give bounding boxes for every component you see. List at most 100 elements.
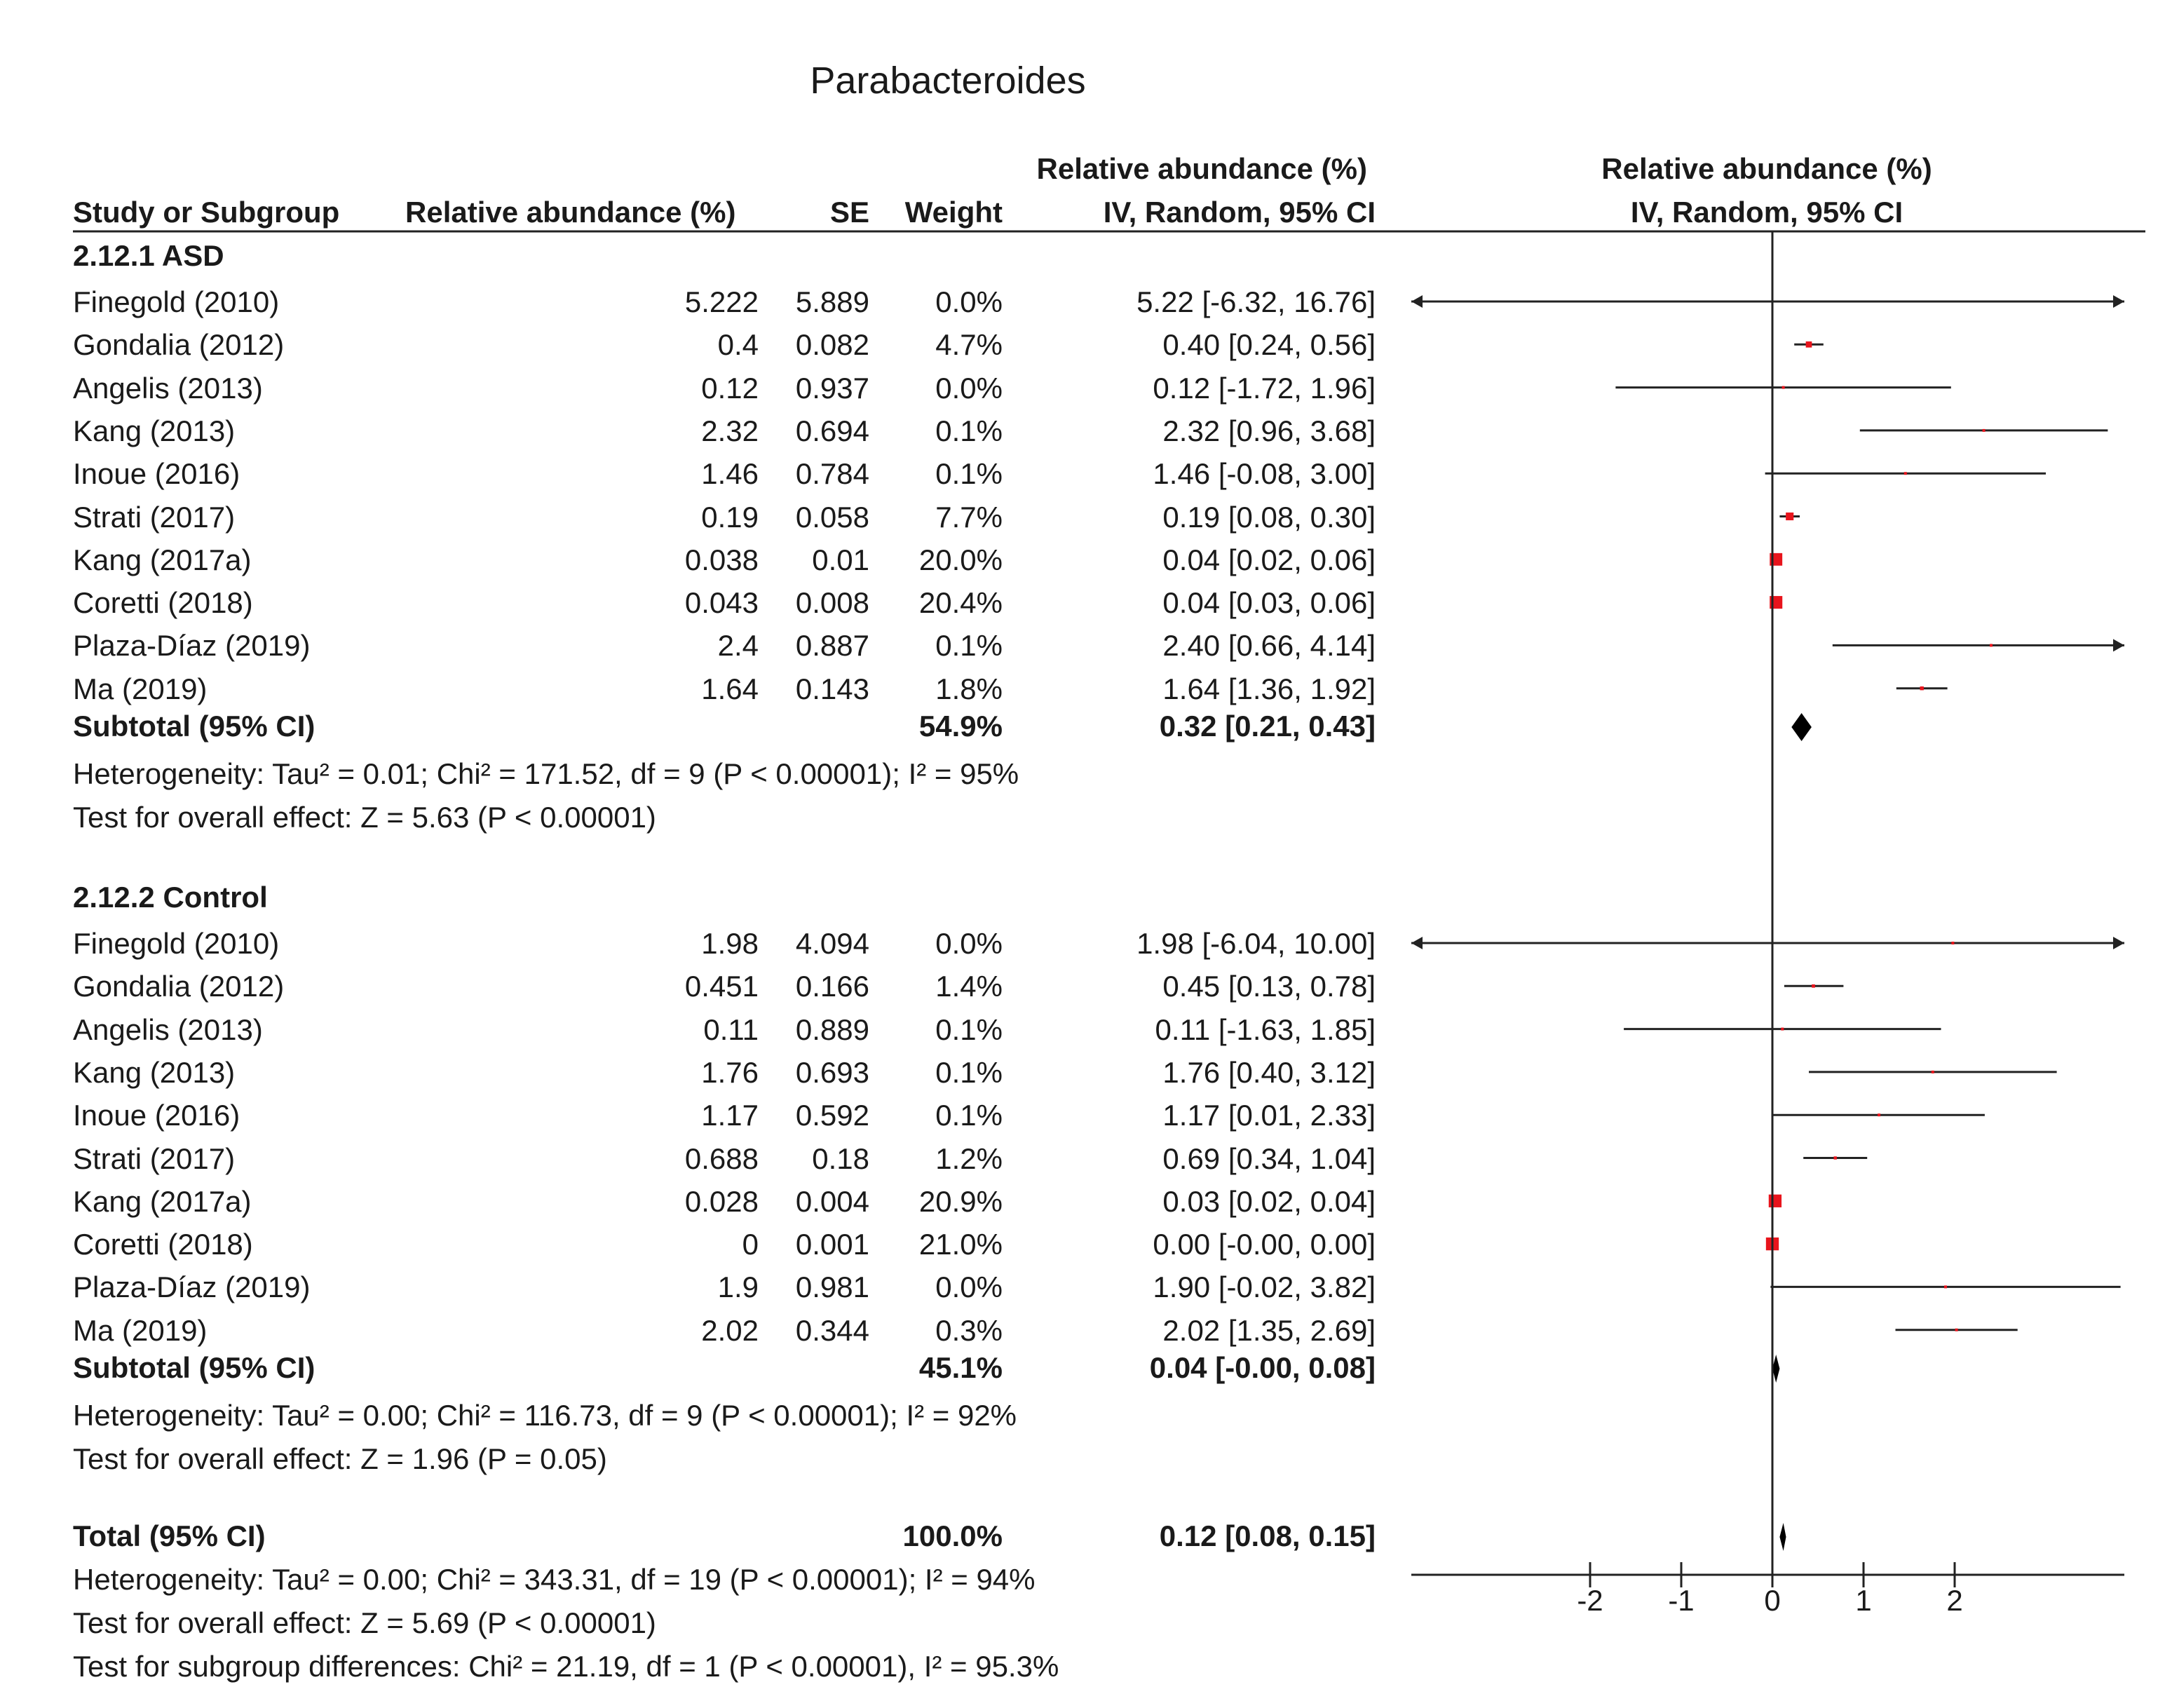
ci-arrow-left — [1411, 295, 1423, 308]
study-weight: 0.1% — [935, 1012, 1003, 1046]
subgroup-differences-text: Test for subgroup differences: Chi² = 21… — [73, 1650, 1059, 1683]
study-se: 0.01 — [812, 543, 869, 576]
point-estimate — [1920, 686, 1924, 691]
point-estimate — [1990, 644, 1993, 647]
study-weight: 1.8% — [935, 672, 1003, 705]
study-name: Inoue (2016) — [73, 1099, 240, 1132]
study-ci: 1.46 [-0.08, 3.00] — [1153, 457, 1376, 491]
study-se: 0.889 — [795, 1012, 869, 1046]
x-tick-label: -2 — [1577, 1584, 1603, 1617]
study-weight: 1.4% — [935, 970, 1003, 1003]
plot-column-title: Relative abundance (%) — [1601, 152, 1932, 185]
study-weight: 20.0% — [918, 543, 1003, 576]
study-mean: 5.222 — [684, 285, 759, 318]
study-mean: 1.46 — [701, 457, 759, 491]
study-name: Gondalia (2012) — [73, 970, 285, 1003]
ci-arrow-right — [2113, 639, 2124, 652]
study-se: 4.094 — [795, 927, 869, 960]
study-mean: 0.11 — [703, 1012, 759, 1046]
subtotal-label: Subtotal (95% CI) — [73, 1351, 315, 1384]
study-ci: 0.69 [0.34, 1.04] — [1162, 1141, 1376, 1175]
study-se: 5.889 — [795, 285, 869, 318]
point-estimate — [1786, 512, 1794, 521]
study-ci: 2.32 [0.96, 3.68] — [1162, 414, 1376, 447]
subtotal-diamond — [1772, 1355, 1780, 1383]
study-weight: 0.0% — [935, 1270, 1003, 1304]
study-name: Ma (2019) — [73, 672, 208, 705]
subtotal-label: Subtotal (95% CI) — [73, 710, 315, 743]
study-name: Kang (2017a) — [73, 543, 252, 576]
study-se: 0.981 — [795, 1270, 869, 1304]
study-mean: 2.02 — [701, 1313, 759, 1347]
study-ci: 1.90 [-0.02, 3.82] — [1153, 1270, 1376, 1304]
study-weight: 4.7% — [935, 328, 1003, 362]
point-estimate — [1781, 386, 1785, 389]
study-se: 0.001 — [795, 1228, 869, 1261]
overall-effect-text: Test for overall effect: Z = 5.63 (P < 0… — [73, 801, 656, 834]
effect-column-title: Relative abundance (%) — [1036, 152, 1367, 185]
ci-arrow-left — [1411, 937, 1423, 949]
heterogeneity-text: Heterogeneity: Tau² = 0.00; Chi² = 116.7… — [73, 1399, 1017, 1432]
study-mean: 0.4 — [717, 328, 759, 362]
study-mean: 1.64 — [701, 672, 759, 705]
ci-arrow-right — [2113, 937, 2124, 949]
plot-column-subheader: IV, Random, 95% CI — [1630, 196, 1903, 229]
x-tick-label: 1 — [1855, 1584, 1872, 1617]
point-estimate — [1781, 1027, 1784, 1031]
total-label: Total (95% CI) — [73, 1519, 266, 1552]
study-weight: 0.1% — [935, 629, 1003, 663]
study-weight: 20.9% — [918, 1184, 1003, 1218]
study-se: 0.143 — [795, 672, 869, 705]
study-mean: 0.688 — [684, 1141, 759, 1175]
study-name: Strati (2017) — [73, 500, 236, 534]
study-mean: 1.76 — [701, 1055, 759, 1089]
study-weight: 7.7% — [935, 500, 1003, 534]
study-name: Kang (2017a) — [73, 1184, 252, 1218]
study-ci: 1.76 [0.40, 3.12] — [1162, 1055, 1376, 1089]
weight-column-header: Weight — [904, 196, 1003, 229]
point-estimate — [1833, 1156, 1837, 1160]
study-se: 0.694 — [795, 414, 869, 447]
study-weight: 1.2% — [935, 1141, 1003, 1175]
study-weight: 0.3% — [935, 1313, 1003, 1347]
study-weight: 20.4% — [918, 586, 1003, 620]
study-ci: 0.45 [0.13, 0.78] — [1162, 970, 1376, 1003]
total-diamond — [1779, 1523, 1786, 1551]
study-mean: 0.028 — [684, 1184, 759, 1218]
subtotal-ci: 0.32 [0.21, 0.43] — [1159, 710, 1376, 743]
point-estimate — [1951, 942, 1955, 944]
se-column-header: SE — [829, 196, 869, 229]
point-estimate — [1878, 1113, 1881, 1117]
point-estimate — [1805, 341, 1812, 348]
study-se: 0.784 — [795, 457, 869, 491]
subtotal-weight: 54.9% — [918, 710, 1003, 743]
study-se: 0.166 — [795, 970, 869, 1003]
study-mean: 2.4 — [717, 629, 759, 663]
study-mean: 0.12 — [701, 371, 759, 405]
study-ci: 1.64 [1.36, 1.92] — [1162, 672, 1376, 705]
study-se: 0.008 — [795, 586, 869, 620]
study-name: Strati (2017) — [73, 1141, 236, 1175]
total-overall-effect-text: Test for overall effect: Z = 5.69 (P < 0… — [73, 1606, 656, 1639]
point-estimate — [1944, 1285, 1947, 1289]
study-name: Coretti (2018) — [73, 1228, 253, 1261]
x-tick-label: 2 — [1946, 1584, 1963, 1617]
study-name: Gondalia (2012) — [73, 328, 285, 362]
overall-effect-text: Test for overall effect: Z = 1.96 (P = 0… — [73, 1442, 607, 1475]
study-weight: 0.1% — [935, 414, 1003, 447]
study-ci: 0.00 [-0.00, 0.00] — [1153, 1228, 1376, 1261]
study-mean: 0.451 — [684, 970, 759, 1003]
x-tick-label: -1 — [1668, 1584, 1695, 1617]
study-weight: 0.0% — [935, 371, 1003, 405]
study-se: 0.937 — [795, 371, 869, 405]
study-mean: 2.32 — [701, 414, 759, 447]
point-estimate — [1982, 428, 1986, 432]
study-name: Coretti (2018) — [73, 586, 253, 620]
study-se: 0.082 — [795, 328, 869, 362]
point-estimate — [1903, 472, 1907, 475]
study-ci: 0.40 [0.24, 0.56] — [1162, 328, 1376, 362]
study-name: Kang (2013) — [73, 414, 236, 447]
study-name: Finegold (2010) — [73, 927, 280, 960]
total-heterogeneity-text: Heterogeneity: Tau² = 0.00; Chi² = 343.3… — [73, 1563, 1036, 1596]
